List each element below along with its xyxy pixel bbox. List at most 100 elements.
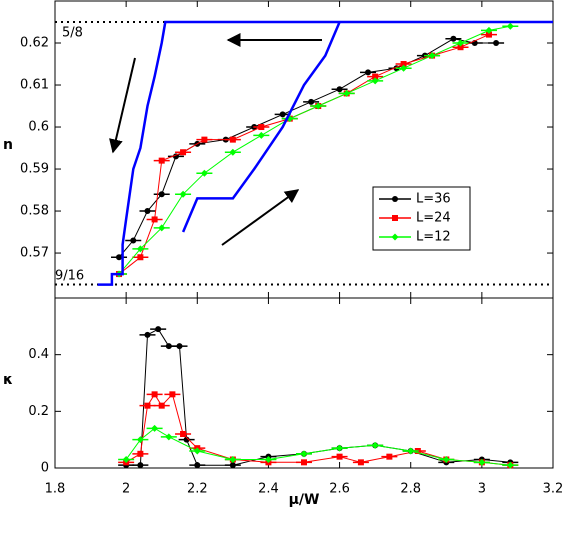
legend-marker [392, 196, 398, 202]
point [257, 131, 265, 139]
point [301, 459, 307, 466]
point [371, 441, 379, 449]
point [485, 26, 493, 34]
y-tick-label: 0.2 [28, 404, 49, 419]
point [201, 136, 208, 143]
point [229, 136, 236, 143]
point [130, 237, 137, 244]
legend-marker [392, 215, 398, 221]
point [137, 450, 144, 457]
point [151, 216, 158, 223]
point [386, 453, 393, 460]
point [493, 40, 500, 47]
x-axis-label: μ/W [289, 492, 320, 508]
series-line [126, 328, 511, 466]
point [179, 190, 187, 198]
point [193, 447, 201, 455]
point [194, 462, 201, 469]
series-line [125, 427, 511, 466]
point [229, 456, 237, 463]
point [372, 73, 379, 80]
point [336, 453, 343, 460]
point [180, 149, 187, 156]
x-tick-label: 3 [478, 482, 486, 497]
point [336, 86, 343, 93]
point [407, 447, 415, 455]
x-tick-label: 2.4 [258, 482, 279, 497]
point [457, 44, 464, 51]
point [506, 22, 514, 30]
point [165, 433, 173, 441]
y-tick-label: 0.4 [28, 347, 49, 362]
point [365, 69, 372, 76]
arrow [221, 189, 300, 246]
legend-marker [391, 233, 399, 241]
point [400, 61, 407, 68]
y-tick-label: 0.57 [20, 246, 49, 261]
point [151, 391, 158, 398]
point [155, 326, 162, 333]
y-axis-label: κ [3, 372, 13, 388]
point [176, 343, 183, 350]
point [506, 461, 514, 469]
point [137, 254, 144, 261]
point [180, 431, 187, 437]
point [300, 450, 308, 458]
arrow [109, 57, 136, 154]
point [144, 331, 151, 338]
point [442, 456, 450, 463]
point [158, 402, 165, 409]
point [136, 436, 144, 444]
x-tick-label: 1.8 [45, 482, 66, 497]
series-line [118, 25, 511, 275]
point [428, 52, 436, 60]
point [151, 424, 159, 432]
point [122, 456, 130, 463]
y-tick-label: 0.6 [28, 120, 49, 135]
y-axis-label: n [3, 137, 13, 153]
point [400, 64, 408, 72]
point [336, 444, 344, 452]
x-tick-label: 2.6 [329, 482, 350, 497]
y-tick-label: 0.62 [20, 36, 49, 51]
point [371, 77, 379, 85]
point [308, 98, 315, 105]
x-tick-label: 3.2 [543, 482, 564, 497]
point [137, 462, 144, 469]
plot-frame [54, 297, 554, 469]
point [169, 391, 176, 398]
y-tick-label: 0.61 [20, 78, 49, 93]
point [144, 402, 151, 409]
legend-label: L=12 [416, 230, 451, 245]
y-tick-label: 0.59 [20, 162, 49, 177]
point [158, 191, 165, 198]
point [258, 124, 265, 131]
point [229, 148, 237, 156]
point [343, 89, 351, 97]
point [478, 458, 486, 466]
point [165, 343, 172, 350]
reference-label: 5/8 [62, 26, 83, 41]
x-tick-label: 2.8 [400, 482, 421, 497]
reference-label: 9/16 [55, 269, 84, 284]
series-line [118, 34, 490, 275]
point [158, 157, 165, 164]
legend-label: L=36 [416, 192, 451, 207]
point [136, 245, 144, 253]
point [279, 111, 286, 118]
point [314, 102, 322, 110]
x-tick-label: 2.2 [187, 482, 208, 497]
point [183, 436, 190, 443]
x-tick-label: 2 [122, 482, 130, 497]
y-tick-label: 0.58 [20, 204, 49, 219]
point [457, 39, 465, 47]
point [116, 254, 123, 261]
point [450, 35, 457, 42]
series-line [97, 20, 553, 286]
point [357, 459, 364, 466]
point [229, 462, 236, 469]
point [200, 169, 208, 177]
plot-frame [54, 0, 554, 299]
